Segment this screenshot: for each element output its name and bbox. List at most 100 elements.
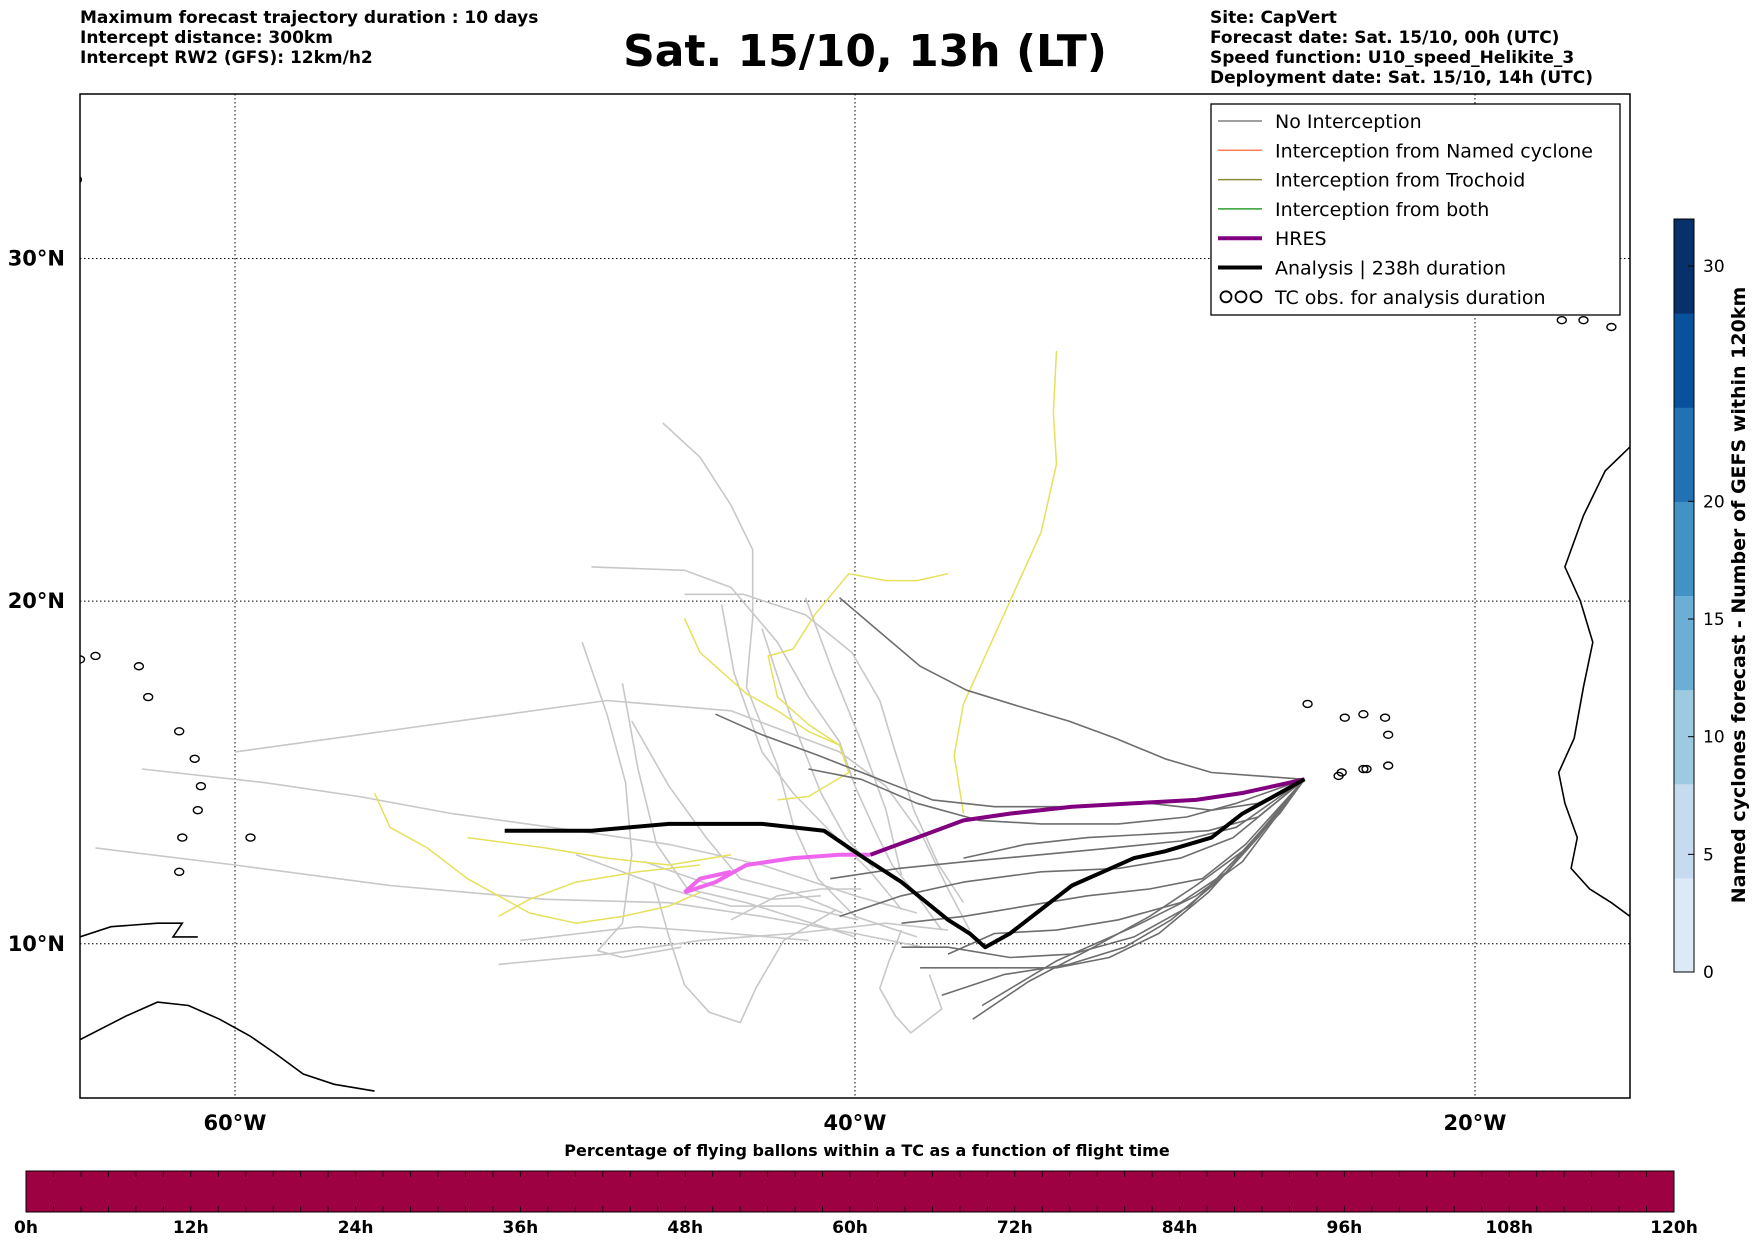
header-duration: Maximum forecast trajectory duration : 1… bbox=[80, 8, 539, 28]
tc-symbol-icon bbox=[1234, 290, 1248, 304]
island bbox=[1382, 730, 1394, 739]
colorbar-vertical: 0 5 10 15 20 30 Named cyclones forecast - Num… bbox=[1673, 218, 1750, 983]
colorbar-horizontal-label: Percentage of flying ballons within a TC… bbox=[564, 1141, 1170, 1160]
trajectory-no-interception bbox=[804, 597, 903, 876]
island bbox=[1358, 764, 1369, 774]
colorbar-band bbox=[1674, 689, 1694, 785]
latitude-label: 20°N bbox=[8, 589, 65, 613]
trajectory-no-interception-dark bbox=[838, 597, 1305, 781]
trajectory-no-interception bbox=[720, 604, 903, 911]
tc-symbol-icon bbox=[1219, 290, 1233, 304]
hres-track-early bbox=[683, 852, 871, 895]
trajectory-no-interception-dark bbox=[941, 778, 1306, 996]
trajectory-no-interception-dark bbox=[715, 713, 1305, 811]
colorbar-band bbox=[1674, 783, 1694, 879]
legend-label: No Interception bbox=[1275, 111, 1422, 133]
colorbar-hour-label: 60h bbox=[832, 1218, 868, 1238]
colorbar-hour-label: 108h bbox=[1485, 1218, 1533, 1238]
map-frame: 30°N 20°N 10°N 60°W 40°W 20°W bbox=[8, 93, 1669, 1135]
trajectory-no-interception bbox=[498, 922, 949, 966]
colorbar-band bbox=[1674, 595, 1694, 691]
trajectory-no-interception-dark bbox=[808, 768, 1305, 825]
trajectory-yellow bbox=[953, 350, 1058, 814]
colorbar-hour-label: 24h bbox=[338, 1218, 374, 1238]
colorbar-hour-label: 96h bbox=[1327, 1218, 1363, 1238]
colorbar-hour-label: 120h bbox=[1650, 1218, 1698, 1238]
header-left: Maximum forecast trajectory duration : 1… bbox=[80, 8, 538, 68]
island bbox=[1578, 315, 1589, 325]
island bbox=[1339, 713, 1351, 722]
colorbar-horizontal: Percentage of flying ballons within a TC… bbox=[14, 1141, 1698, 1238]
longitude-label: 60°W bbox=[204, 1111, 267, 1135]
island bbox=[245, 833, 256, 842]
trajectory-no-interception bbox=[761, 628, 875, 869]
trajectory-no-interception bbox=[95, 847, 924, 948]
trajectory-no-interception-dark bbox=[901, 778, 1306, 924]
africa-coastline bbox=[1557, 446, 1630, 918]
legend-label: TC obs. for analysis duration bbox=[1274, 287, 1546, 309]
island bbox=[1358, 710, 1369, 719]
island bbox=[1361, 764, 1372, 774]
trajectory-yellow bbox=[373, 792, 701, 924]
trajectory-no-interception bbox=[591, 566, 943, 931]
island bbox=[1556, 315, 1568, 325]
trajectory-no-interception-dark bbox=[920, 778, 1306, 969]
coastlines bbox=[80, 176, 1669, 1092]
colorbar-band bbox=[1674, 501, 1694, 596]
header-speed-function: Speed function: U10_speed_Helikite_3 bbox=[1210, 48, 1575, 68]
colorbar-band bbox=[1674, 877, 1694, 973]
colorbar-band bbox=[1674, 219, 1694, 314]
colorbar-vertical-label: Named cyclones forecast - Number of GEFS… bbox=[1728, 287, 1750, 904]
longitude-labels: 60°W 40°W 20°W bbox=[204, 1111, 1507, 1135]
island bbox=[189, 754, 200, 763]
trajectory-no-interception bbox=[631, 720, 843, 914]
island bbox=[1379, 713, 1391, 722]
tc-symbol-icon bbox=[1249, 290, 1263, 304]
island bbox=[133, 662, 145, 671]
legend-label: Analysis | 238h duration bbox=[1275, 258, 1506, 280]
trajectory-no-interception-dark bbox=[830, 778, 1305, 880]
island bbox=[90, 651, 101, 661]
island bbox=[192, 805, 204, 815]
latitude-label: 30°N bbox=[8, 246, 65, 270]
header-intercept-rw2: Intercept RW2 (GFS): 12km/h2 bbox=[80, 48, 373, 68]
colorbar-horizontal-fill bbox=[26, 1171, 1674, 1212]
legend-label: HRES bbox=[1275, 228, 1327, 250]
island bbox=[1660, 327, 1669, 334]
trajectory-no-interception bbox=[684, 593, 965, 904]
trajectory-no-interception-dark bbox=[839, 778, 1306, 918]
island bbox=[1650, 310, 1659, 317]
island bbox=[195, 781, 207, 791]
trajectory-no-interception bbox=[652, 881, 837, 1024]
legend-label: Interception from both bbox=[1275, 199, 1489, 221]
colorbar-tick-label: 20 bbox=[1703, 492, 1725, 512]
trajectory-no-interception-dark bbox=[963, 778, 1306, 859]
graticule bbox=[80, 94, 1630, 1098]
legend-label: Interception from Trochoid bbox=[1275, 170, 1525, 192]
trajectories bbox=[95, 350, 1306, 1034]
trajectory-yellow bbox=[683, 617, 850, 801]
trajectory-yellow bbox=[767, 572, 949, 746]
trajectory-no-interception bbox=[662, 422, 918, 938]
header-site: Site: CapVert bbox=[1210, 8, 1337, 28]
trajectory-no-interception bbox=[730, 888, 862, 921]
colorbar-tick-label: 5 bbox=[1703, 845, 1714, 865]
latitude-labels: 30°N 20°N 10°N bbox=[8, 246, 65, 955]
island bbox=[1606, 322, 1617, 332]
trajectory-no-interception bbox=[575, 853, 859, 921]
island bbox=[1302, 699, 1313, 709]
colorbar-hour-label: 72h bbox=[997, 1218, 1033, 1238]
legend-label: Interception from Named cyclone bbox=[1275, 140, 1593, 162]
island bbox=[1333, 771, 1344, 781]
longitude-label: 20°W bbox=[1444, 1111, 1507, 1135]
header-deployment-date: Deployment date: Sat. 15/10, 14h (UTC) bbox=[1210, 68, 1594, 88]
colorbar-tick-label: 0 bbox=[1703, 963, 1714, 983]
island bbox=[142, 692, 154, 702]
trajectory-yellow bbox=[467, 836, 732, 866]
south-america-coastline bbox=[80, 1001, 375, 1092]
analysis-track bbox=[504, 777, 1306, 950]
page-title: Sat. 15/10, 13h (LT) bbox=[623, 26, 1107, 77]
legend: No Interception Interception from Named c… bbox=[1210, 103, 1621, 316]
trajectory-no-interception bbox=[234, 699, 971, 931]
